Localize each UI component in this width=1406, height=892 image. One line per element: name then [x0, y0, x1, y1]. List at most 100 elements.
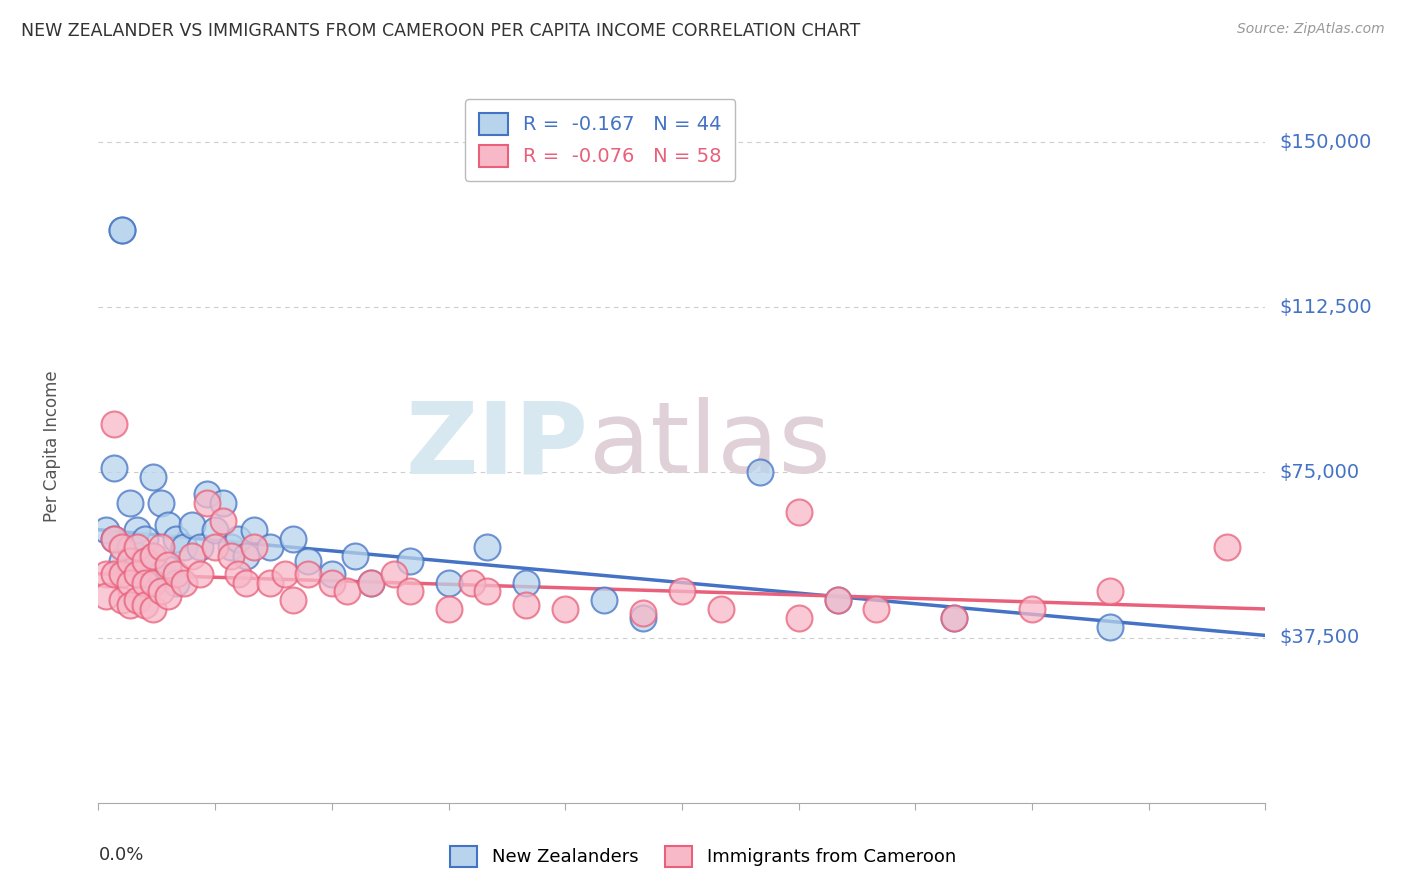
Point	[118, 541, 141, 555]
Point	[111, 541, 134, 555]
Point	[157, 562, 180, 576]
Point	[204, 523, 226, 537]
Point	[297, 553, 319, 567]
Point	[142, 549, 165, 563]
Point	[195, 496, 218, 510]
Point	[134, 566, 156, 581]
Point	[219, 549, 242, 563]
Point	[228, 566, 250, 581]
Point	[398, 553, 420, 567]
Point	[157, 558, 180, 572]
Point	[127, 558, 149, 572]
Text: Source: ZipAtlas.com: Source: ZipAtlas.com	[1237, 22, 1385, 37]
Point	[554, 602, 576, 616]
Point	[180, 518, 202, 533]
Point	[127, 523, 149, 537]
Point	[103, 417, 125, 431]
Point	[865, 602, 887, 616]
Point	[321, 575, 343, 590]
Point	[103, 532, 125, 546]
Point	[228, 532, 250, 546]
Point	[111, 593, 134, 607]
Point	[134, 598, 156, 612]
Point	[243, 523, 266, 537]
Point	[165, 575, 187, 590]
Point	[149, 541, 172, 555]
Point	[149, 566, 172, 581]
Point	[118, 553, 141, 567]
Point	[477, 541, 499, 555]
Point	[212, 514, 235, 528]
Point	[259, 575, 281, 590]
Point	[477, 584, 499, 599]
Point	[142, 549, 165, 563]
Point	[173, 541, 195, 555]
Point	[111, 566, 134, 581]
Point	[96, 523, 118, 537]
Text: $112,500: $112,500	[1279, 298, 1372, 317]
Point	[297, 566, 319, 581]
Point	[1098, 584, 1121, 599]
Point	[593, 593, 616, 607]
Point	[943, 611, 966, 625]
Point	[827, 593, 849, 607]
Point	[281, 593, 304, 607]
Point	[748, 466, 770, 480]
Point	[1215, 541, 1237, 555]
Point	[134, 532, 156, 546]
Legend: R =  -0.167   N = 44, R =  -0.076   N = 58: R = -0.167 N = 44, R = -0.076 N = 58	[465, 99, 735, 181]
Point	[118, 496, 141, 510]
Point	[321, 566, 343, 581]
Point	[219, 541, 242, 555]
Point	[437, 575, 460, 590]
Point	[235, 575, 257, 590]
Point	[149, 496, 172, 510]
Point	[710, 602, 733, 616]
Text: Per Capita Income: Per Capita Income	[42, 370, 60, 522]
Point	[943, 611, 966, 625]
Point	[212, 496, 235, 510]
Point	[173, 575, 195, 590]
Point	[96, 566, 118, 581]
Point	[787, 611, 810, 625]
Point	[118, 598, 141, 612]
Point	[360, 575, 382, 590]
Point	[157, 589, 180, 603]
Point	[787, 505, 810, 519]
Point	[127, 541, 149, 555]
Point	[204, 541, 226, 555]
Point	[259, 541, 281, 555]
Point	[103, 566, 125, 581]
Point	[103, 532, 125, 546]
Point	[671, 584, 693, 599]
Point	[631, 607, 654, 621]
Point	[165, 532, 187, 546]
Text: $37,500: $37,500	[1279, 628, 1360, 647]
Point	[157, 518, 180, 533]
Point	[274, 566, 297, 581]
Point	[382, 566, 405, 581]
Point	[336, 584, 359, 599]
Point	[134, 575, 156, 590]
Point	[437, 602, 460, 616]
Point	[188, 541, 211, 555]
Point	[111, 223, 134, 237]
Point	[398, 584, 420, 599]
Point	[127, 593, 149, 607]
Point	[827, 593, 849, 607]
Text: $75,000: $75,000	[1279, 463, 1360, 482]
Point	[142, 602, 165, 616]
Point	[142, 575, 165, 590]
Point	[149, 584, 172, 599]
Text: 0.0%: 0.0%	[98, 846, 143, 863]
Point	[111, 553, 134, 567]
Point	[243, 541, 266, 555]
Point	[134, 553, 156, 567]
Point	[180, 549, 202, 563]
Point	[96, 589, 118, 603]
Point	[1098, 619, 1121, 633]
Point	[235, 549, 257, 563]
Point	[281, 532, 304, 546]
Point	[195, 487, 218, 501]
Point	[1021, 602, 1043, 616]
